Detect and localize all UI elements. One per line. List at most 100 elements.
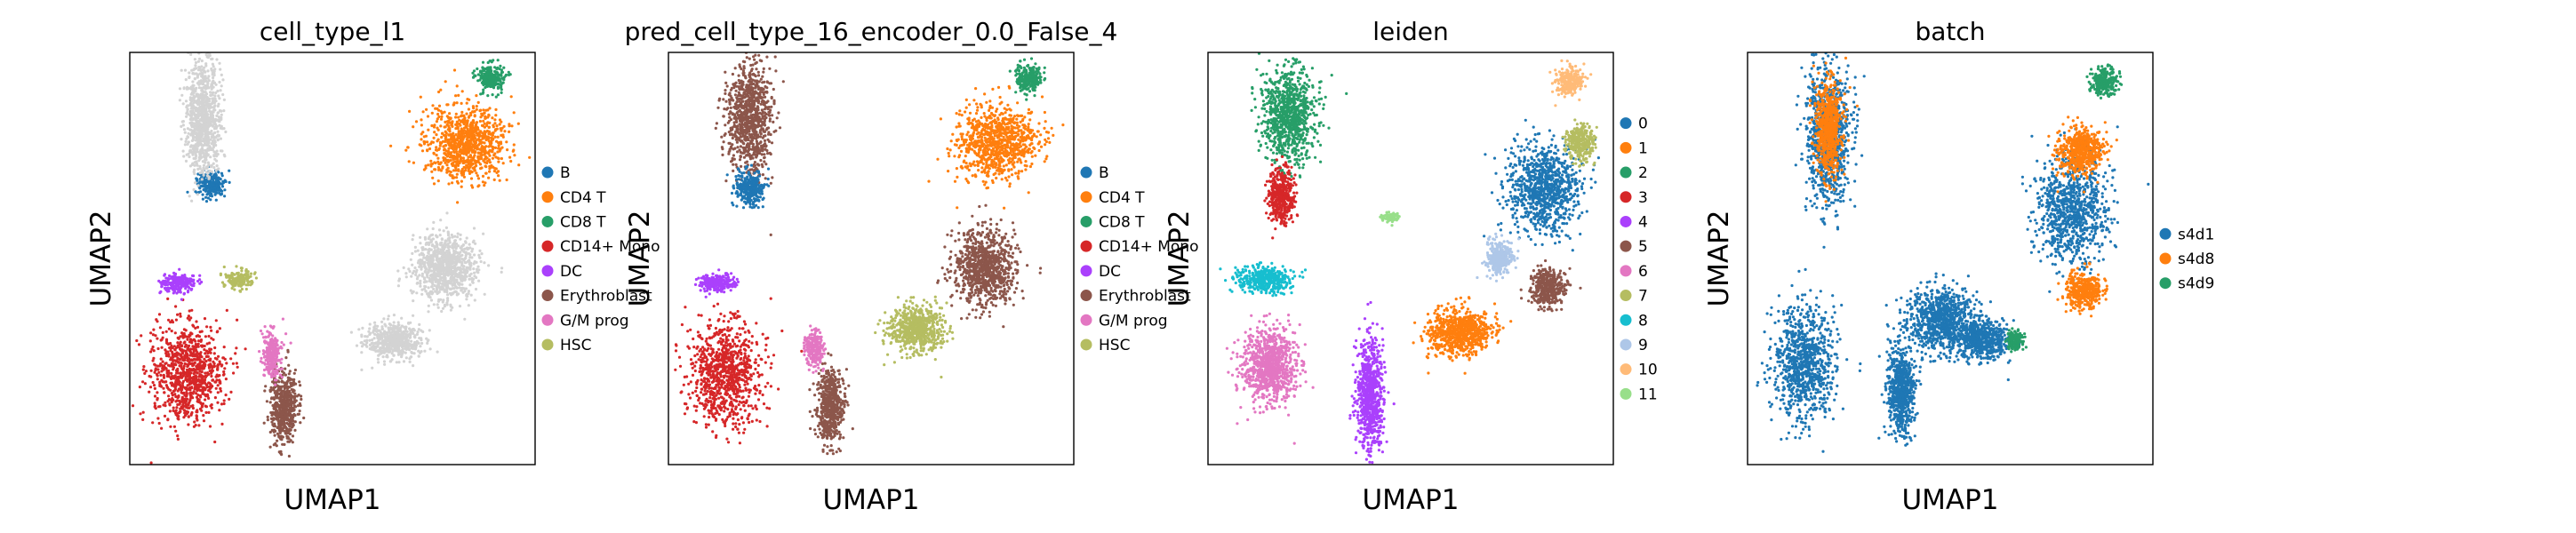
scatter-point [197,66,201,69]
scatter-point [466,135,469,139]
scatter-point [288,370,292,373]
scatter-point [473,253,476,257]
scatter-point [207,75,211,78]
scatter-point [298,380,301,384]
scatter-point [193,361,196,364]
scatter-point [141,418,145,421]
scatter-point [436,156,440,160]
scatter-point [186,364,189,369]
scatter-point [296,404,300,408]
scatter-point [204,187,207,191]
scatter-point [204,171,209,174]
scatter-point [488,170,492,173]
scatter-point [196,167,200,171]
scatter-point [258,350,261,354]
scatter-point [167,277,171,281]
scatter-point [266,350,269,354]
scatter-point [170,319,174,322]
scatter-point [290,384,293,387]
scatter-point [165,386,169,389]
scatter-point [196,116,200,120]
scatter-point [213,68,217,71]
scatter-point [200,178,204,181]
scatter-point [228,180,231,184]
scatter-point [204,64,208,68]
scatter-point [285,434,289,438]
scatter-point [438,140,443,144]
scatter-point [211,62,214,66]
scatter-point [431,140,435,144]
scatter-point [169,364,172,368]
scatter-point [265,346,268,350]
scatter-point [477,268,481,272]
scatter-point [283,442,286,446]
scatter-point [177,346,181,349]
scatter-point [227,279,230,282]
scatter-point [500,120,503,123]
scatter-point [473,114,476,117]
scatter-point [493,146,498,149]
scatter-point [188,281,191,284]
scatter-point [196,386,201,389]
scatter-point [286,429,290,433]
scatter-point [187,415,190,418]
scatter-point [204,398,207,402]
scatter-point [224,130,228,134]
scatter-point [244,287,248,291]
scatter-point [500,270,503,274]
scatter-point [451,136,454,139]
scatter-point [189,52,193,57]
scatter-point [204,183,207,187]
scatter-point [282,343,285,346]
scatter-point [276,385,280,388]
cluster-other [396,211,504,321]
scatter-point [466,294,469,298]
scatter-point [223,188,227,192]
scatter-point [420,149,425,153]
scatter-point [196,418,199,422]
scatter-point [174,318,178,322]
scatter-point [298,402,301,405]
scatter-point [195,320,198,323]
scatter-point [188,155,191,159]
scatter-point [203,357,206,361]
scatter-point [141,410,145,414]
scatter-point [210,123,213,127]
scatter-point [220,115,223,120]
scatter-point [475,94,478,98]
scatter-point [202,126,205,130]
scatter-point [184,139,188,143]
scatter-point [500,156,504,161]
scatter-point [430,292,434,296]
scatter-point [494,95,498,99]
scatter-point [216,401,220,404]
scatter-point [149,375,153,378]
scatter-point [284,395,287,399]
scatter-point [201,112,204,115]
scatter-point [408,269,412,274]
scatter-point [451,174,454,178]
scatter-point [188,333,191,337]
scatter-point [280,465,283,468]
scatter-point [516,122,520,125]
scatter-point [428,248,431,251]
scatter-point [186,371,189,376]
scatter-point [220,185,225,188]
scatter-point [196,184,200,187]
scatter-point [275,378,278,382]
scatter-point [222,153,226,156]
scatter-point [500,91,503,94]
scatter-point [452,141,457,146]
scatter-point [154,407,157,410]
scatter-point [195,368,198,371]
scatter-point [436,165,440,170]
scatter-point [183,131,187,134]
scatter-point [154,363,157,367]
scatter-point [436,303,439,306]
scatter-point [439,161,443,164]
scatter-point [215,164,219,168]
scatter-point [174,383,178,386]
scatter-point [229,281,233,284]
scatter-point [176,290,180,294]
